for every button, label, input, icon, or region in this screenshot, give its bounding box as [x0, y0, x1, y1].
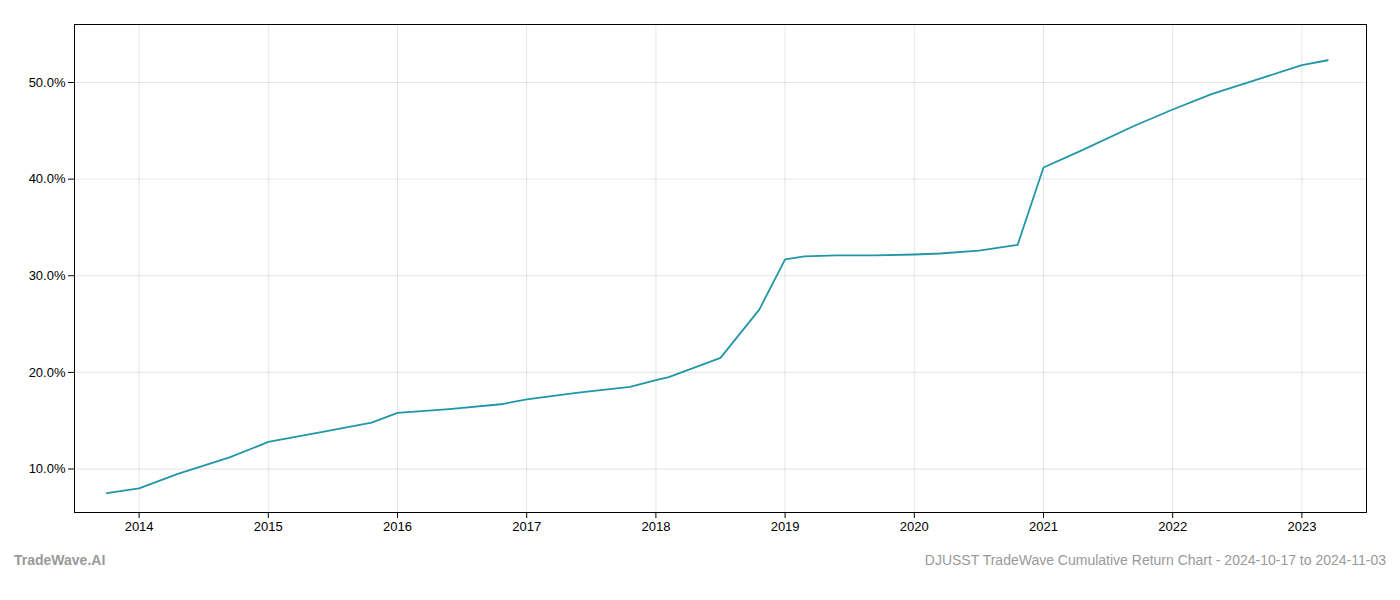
svg-text:2016: 2016: [383, 519, 412, 534]
svg-text:2014: 2014: [125, 519, 154, 534]
svg-text:40.0%: 40.0%: [29, 171, 66, 186]
svg-text:2020: 2020: [900, 519, 929, 534]
svg-text:2018: 2018: [641, 519, 670, 534]
svg-text:2015: 2015: [254, 519, 283, 534]
svg-text:2022: 2022: [1158, 519, 1187, 534]
html-text:DJUSST TradeWave Cumulative Re: DJUSST TradeWave Cumulative Return Chart…: [924, 552, 1386, 568]
svg-text:30.0%: 30.0%: [29, 268, 66, 283]
svg-text:10.0%: 10.0%: [29, 461, 66, 476]
html-text:TradeWave.AI: TradeWave.AI: [14, 552, 106, 568]
svg-text:2023: 2023: [1287, 519, 1316, 534]
svg-text:50.0%: 50.0%: [29, 75, 66, 90]
svg-text:20.0%: 20.0%: [29, 365, 66, 380]
svg-text:2019: 2019: [771, 519, 800, 534]
svg-text:2017: 2017: [512, 519, 541, 534]
svg-text:2021: 2021: [1029, 519, 1058, 534]
